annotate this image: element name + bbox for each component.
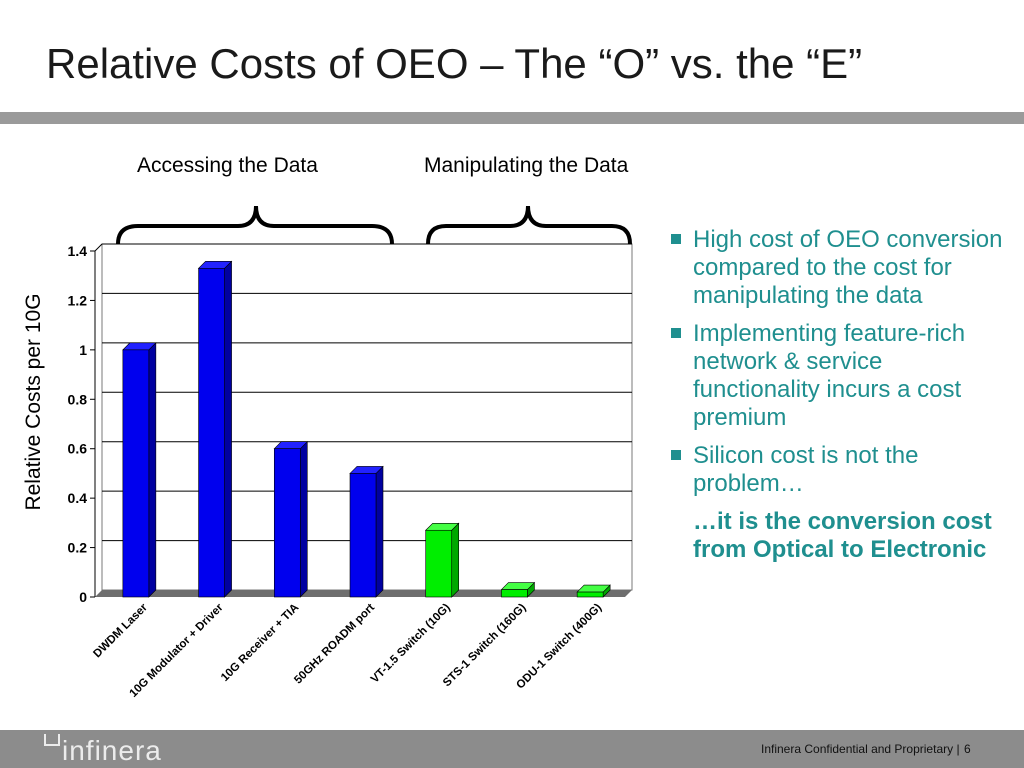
bar-10g-modulator-driver — [198, 267, 225, 598]
conclusion-text: …it is the conversion cost from Optical … — [693, 508, 992, 563]
section-label-accessing: Accessing the Data — [137, 154, 318, 177]
bar-side — [224, 260, 232, 598]
bar-dwdm-laser — [122, 349, 150, 598]
square-bullet-icon — [671, 328, 681, 338]
bar-side — [148, 342, 157, 598]
bar-side — [375, 465, 384, 598]
x-tick-label: DWDM Laser — [91, 601, 150, 660]
y-tick-label: 0.4 — [68, 490, 88, 506]
bar-odu-1-switch-400g- — [576, 591, 604, 598]
bar-side — [451, 522, 460, 598]
bar-10g-receiver-tia — [273, 448, 301, 598]
logo-text: infinera — [62, 735, 162, 766]
bullet-item: Implementing feature-rich network & serv… — [664, 320, 1014, 432]
x-tick-label: ODU-1 Switch (400G) — [514, 602, 604, 692]
x-tick-label: VT-1.5 Switch (10G) — [369, 602, 453, 686]
confidential-notice: Infinera Confidential and Proprietary | — [761, 742, 960, 756]
x-tick-label: 10G Receiver + TIA — [219, 602, 301, 684]
square-bullet-icon — [671, 234, 681, 244]
logo-mark-icon — [44, 734, 60, 746]
bar-vt-1-5-switch-10g- — [425, 529, 453, 598]
bullet-text: Implementing feature-rich network & serv… — [693, 320, 966, 431]
x-tick-label: 50GHz ROADM port — [292, 602, 377, 687]
brace-manipulating — [426, 205, 632, 245]
y-axis-title: Relative Costs per 10G — [22, 293, 45, 510]
bar-50ghz-roadm-port — [349, 473, 377, 598]
title-underline-bar — [0, 112, 1024, 124]
bullet-text: Silicon cost is not the problem… — [693, 442, 919, 497]
brace-accessing — [116, 205, 394, 245]
x-tick-label: STS-1 Switch (160G) — [441, 602, 529, 690]
bullet-text: High cost of OEO conversion compared to … — [693, 226, 1003, 309]
y-tick-label: 0.2 — [68, 540, 88, 556]
infinera-logo: infinera — [44, 734, 162, 767]
footer-bar — [0, 730, 1024, 768]
section-label-manipulating: Manipulating the Data — [424, 154, 629, 177]
bullet-item: High cost of OEO conversion compared to … — [664, 226, 1014, 310]
page-number: 6 — [964, 742, 971, 756]
bullet-item: Silicon cost is not the problem… — [664, 442, 1014, 498]
y-tick-label: 1.4 — [68, 243, 88, 259]
y-tick-label: 1 — [79, 342, 87, 358]
slide-title: Relative Costs of OEO – The “O” vs. the … — [46, 40, 863, 87]
bar-side — [299, 440, 308, 598]
axis-edge — [94, 243, 103, 252]
y-tick-label: 0.6 — [68, 441, 88, 457]
y-tick-label: 1.2 — [68, 292, 88, 308]
square-bullet-icon — [671, 450, 681, 460]
bar-sts-1-switch-160g- — [501, 589, 528, 598]
y-tick-label: 0.8 — [68, 391, 88, 407]
y-tick-label: 0 — [79, 589, 87, 605]
bullet-list: High cost of OEO conversion compared to … — [664, 226, 1014, 564]
